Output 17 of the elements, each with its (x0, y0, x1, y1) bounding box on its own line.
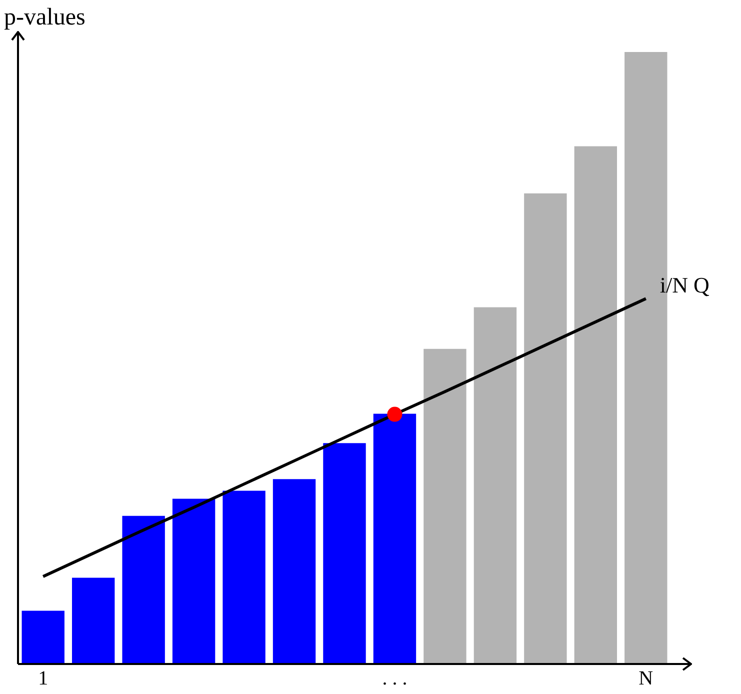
bar (22, 610, 64, 664)
bar (272, 479, 316, 664)
series-label: i/N Q (660, 272, 710, 298)
bar (172, 498, 216, 664)
bar (72, 578, 115, 664)
bar (122, 516, 165, 664)
bar (373, 414, 416, 664)
y-axis-title: p-values (4, 4, 86, 30)
bar (524, 193, 567, 664)
bar (222, 490, 266, 664)
bar (323, 443, 366, 664)
bar (574, 146, 617, 664)
bar (424, 348, 466, 664)
x-tick-label: . . . (382, 667, 408, 690)
bar (474, 307, 517, 664)
x-tick-label: N (638, 667, 654, 690)
x-tick-label: 1 (38, 667, 48, 690)
